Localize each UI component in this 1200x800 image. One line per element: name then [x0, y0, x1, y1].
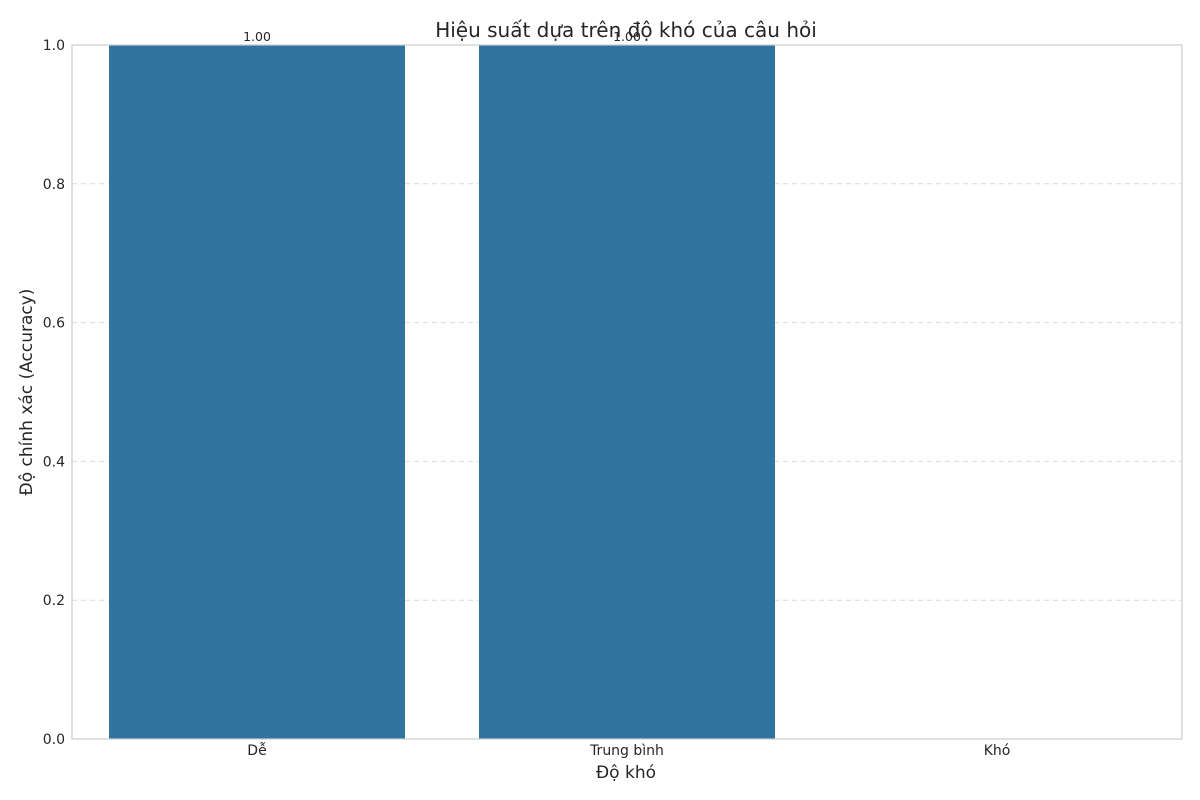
y-tick-label: 0.8 [43, 177, 65, 193]
bars [109, 45, 775, 739]
y-tick-label: 1.0 [43, 38, 65, 54]
x-tick-label: Trung bình [589, 743, 664, 759]
x-tick-label: Dễ [247, 742, 266, 759]
x-tick-label: Khó [984, 743, 1011, 759]
plot-frame [71, 44, 1183, 740]
data-labels: 1.00 1.00 [243, 29, 641, 44]
y-tick-label: 0.6 [43, 316, 65, 332]
chart-title: Hiệu suất dựa trên độ khó của câu hỏi [435, 18, 817, 42]
y-tick-label: 0.4 [43, 454, 65, 470]
bar-value-label: 1.00 [613, 29, 641, 44]
y-tick-label: 0.2 [43, 593, 65, 609]
y-axis-label: Độ chính xác (Accuracy) [17, 289, 37, 496]
y-tick-label: 0.0 [43, 732, 65, 748]
bar-value-label: 1.00 [243, 29, 271, 44]
x-axis-ticks: Dễ Trung bình Khó [247, 742, 1010, 759]
x-axis-label: Độ khó [596, 763, 656, 783]
bar [479, 45, 775, 739]
y-axis-ticks: 0.0 0.2 0.4 0.6 0.8 1.0 [43, 38, 65, 748]
bar [109, 45, 405, 739]
